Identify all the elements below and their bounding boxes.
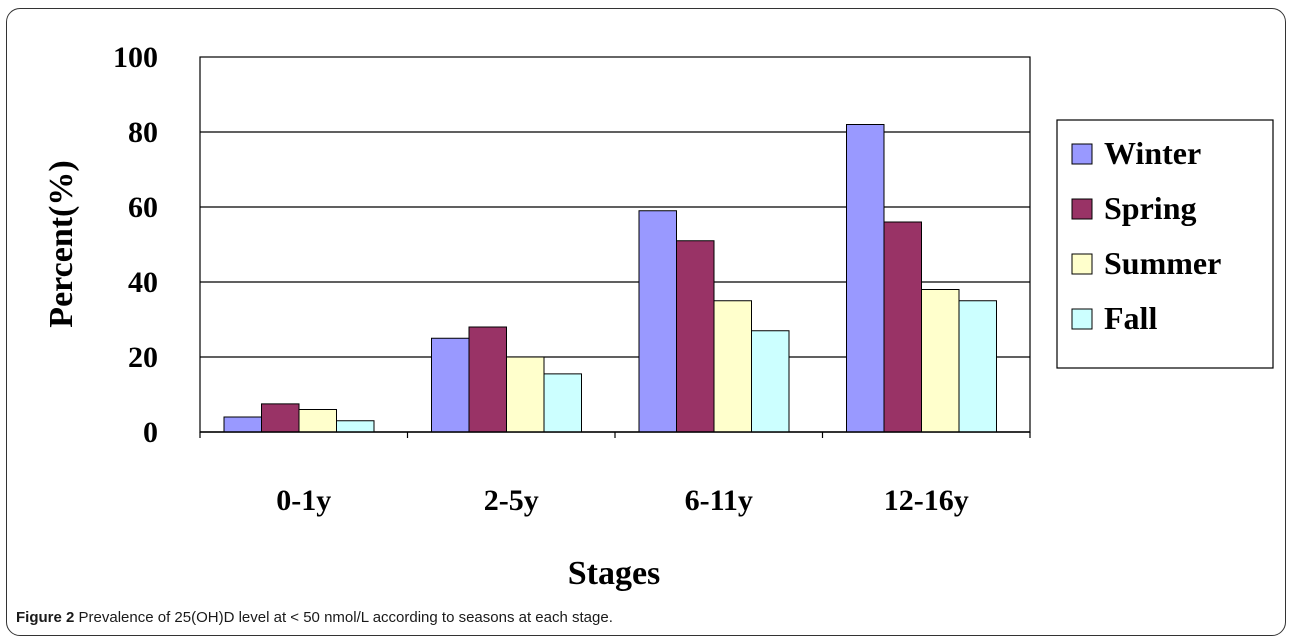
legend-swatch-winter <box>1071 143 1093 165</box>
y-tick-label: 100 <box>113 41 158 74</box>
bar-summer-0 <box>298 409 337 433</box>
axes-group <box>199 431 1031 438</box>
bar-fall-3 <box>958 300 997 433</box>
legend-swatch-summer <box>1071 253 1093 275</box>
bar-winter-3 <box>846 124 885 433</box>
bar-fall-2 <box>751 330 790 433</box>
legend-swatch-spring <box>1071 198 1093 220</box>
bars-group <box>223 124 997 433</box>
caption-period: . <box>608 609 613 626</box>
figure-frame <box>6 8 1286 636</box>
x-tick-label: 12-16y <box>884 484 969 517</box>
legend-label-summer: Summer <box>1104 245 1221 281</box>
caption-text: Prevalence of 25(OH)D level at < 50 nmol… <box>74 609 609 626</box>
y-axis-title: Percent(%) <box>43 160 80 327</box>
caption-label: Figure 2 <box>16 609 75 626</box>
y-tick-label: 0 <box>143 416 158 449</box>
bar-spring-1 <box>468 326 507 433</box>
y-tick-label: 80 <box>128 116 158 149</box>
y-tick-label: 40 <box>128 266 158 299</box>
bar-summer-1 <box>506 356 545 433</box>
bar-summer-2 <box>713 300 752 433</box>
x-tick-labels: 0-1y 2-5y 6-11y 12-16y <box>276 484 969 517</box>
x-tick-label: 6-11y <box>685 484 753 517</box>
bar-winter-2 <box>638 210 677 433</box>
y-tick-label: 60 <box>128 191 158 224</box>
legend-label-winter: Winter <box>1104 135 1201 171</box>
y-tick-label: 20 <box>128 341 158 374</box>
bar-fall-1 <box>543 373 582 433</box>
legend-box <box>1056 119 1274 369</box>
bar-spring-3 <box>883 221 922 433</box>
legend-label-spring: Spring <box>1104 190 1196 226</box>
bar-spring-0 <box>261 403 300 433</box>
legend: Winter Spring Summer Fall <box>1056 119 1274 369</box>
y-tick-labels: 0 20 40 60 80 100 <box>113 41 158 449</box>
x-tick-label: 2-5y <box>484 484 539 517</box>
bar-spring-2 <box>676 240 715 433</box>
legend-label-fall: Fall <box>1104 300 1157 336</box>
x-axis-title: Stages <box>568 555 661 592</box>
bar-summer-3 <box>921 289 960 433</box>
legend-swatch-fall <box>1071 308 1093 330</box>
bar-winter-0 <box>223 416 262 433</box>
figure-caption: Figure 2 Prevalence of 25(OH)D level at … <box>16 609 613 626</box>
bar-winter-1 <box>431 337 470 433</box>
x-tick-label: 0-1y <box>276 484 331 517</box>
bar-chart: 0 20 40 60 80 100 0-1y 2-5y 6-11y 12-16y Percent… <box>43 41 1274 592</box>
bar-fall-0 <box>336 420 375 433</box>
